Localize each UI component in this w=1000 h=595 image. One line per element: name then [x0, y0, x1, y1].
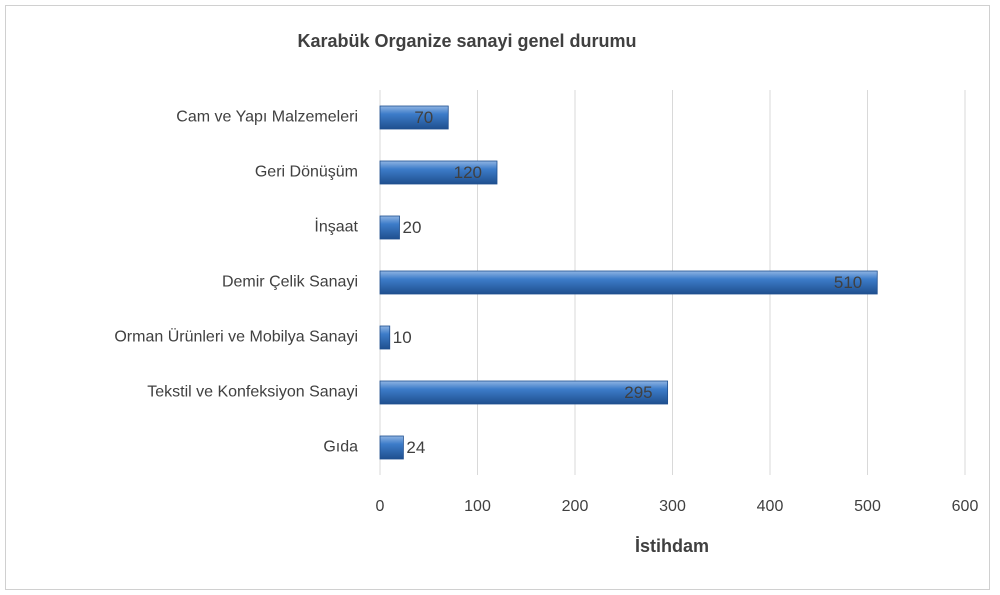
bar	[379, 215, 400, 240]
data-label: 20	[403, 218, 422, 237]
x-tick-label: 300	[659, 498, 686, 515]
x-tick-label: 0	[376, 498, 385, 515]
data-label: 70	[414, 108, 433, 127]
y-tick-label: Cam ve Yapı Malzemeleri	[176, 109, 358, 126]
bar	[379, 105, 449, 130]
chart-title: Karabük Organize sanayi genel durumu	[297, 31, 636, 51]
x-tick-label: 100	[464, 498, 491, 515]
y-tick-label: Orman Ürünleri ve Mobilya Sanayi	[114, 328, 358, 346]
y-tick-label: Geri Dönüşüm	[255, 164, 358, 181]
y-tick-label: Tekstil ve Konfeksiyon Sanayi	[147, 384, 358, 401]
y-tick-label: İnşaat	[314, 217, 358, 236]
y-tick-label: Demir Çelik Sanayi	[222, 274, 358, 291]
bar	[379, 325, 391, 350]
data-label: 120	[454, 163, 482, 182]
y-tick-label: Gıda	[323, 439, 358, 456]
chart-frame	[5, 5, 990, 590]
x-tick-label: 600	[952, 498, 979, 515]
x-tick-label: 200	[562, 498, 589, 515]
data-label: 510	[834, 273, 862, 292]
data-label: 295	[624, 383, 652, 402]
bar	[379, 270, 878, 295]
bar	[379, 160, 498, 185]
x-axis-label: İstihdam	[635, 536, 709, 556]
data-label: 24	[406, 438, 425, 457]
x-tick-label: 500	[854, 498, 881, 515]
bar	[379, 380, 669, 405]
data-label: 10	[393, 328, 412, 347]
bar	[379, 435, 404, 460]
x-tick-label: 400	[757, 498, 784, 515]
